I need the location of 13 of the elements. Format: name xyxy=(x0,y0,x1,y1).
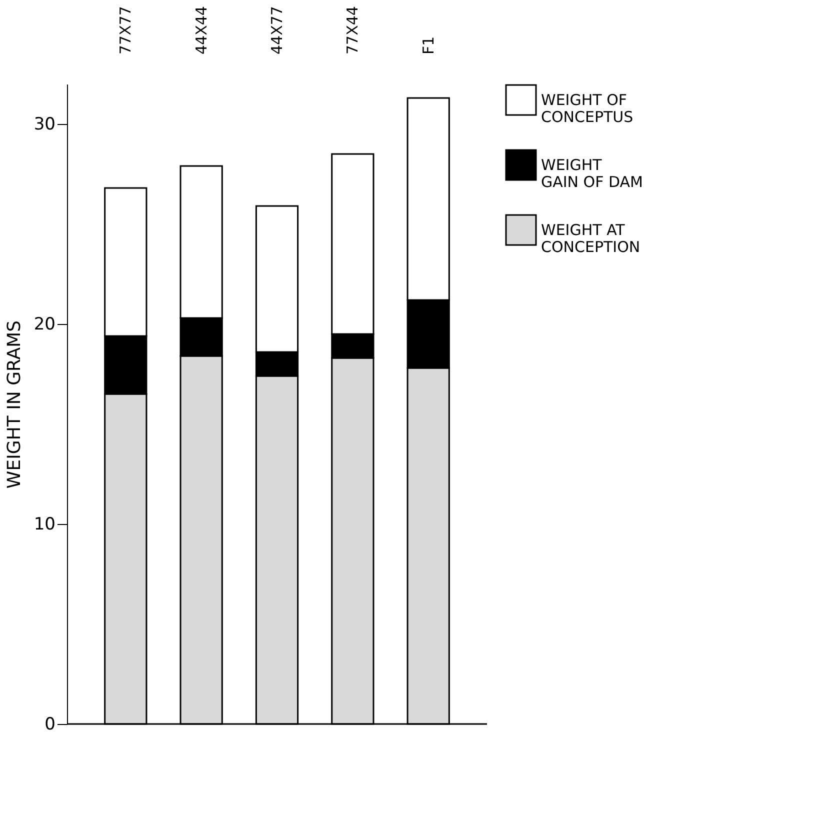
x-tick-label: F1 xyxy=(419,36,438,54)
y-tick-label: 30 xyxy=(34,114,56,134)
y-axis-title: WEIGHT IN GRAMS xyxy=(4,320,25,489)
y-tick-label: 0 xyxy=(44,714,56,734)
y-tick-label: 10 xyxy=(34,514,56,534)
x-tick-label: 77X77 xyxy=(116,6,135,54)
y-tick-label: 20 xyxy=(34,314,56,334)
legend-label: WEIGHT AT CONCEPTION xyxy=(541,221,640,256)
x-tick-label: 44X44 xyxy=(192,6,210,54)
x-tick-label: 44X77 xyxy=(268,6,286,54)
legend-label: WEIGHT OF CONCEPTUS xyxy=(541,91,634,126)
x-tick-label: 77X44 xyxy=(344,6,362,54)
legend-label: WEIGHT GAIN OF DAM xyxy=(541,156,643,191)
